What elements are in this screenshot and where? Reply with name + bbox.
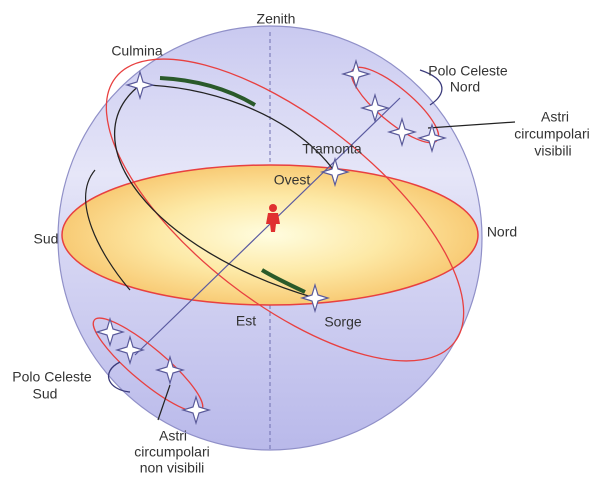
pointer-line [427,121,516,129]
pointer-line [157,384,171,421]
motion-arrow [260,268,306,294]
star-path-upper [139,84,336,173]
label: Astri [541,109,569,125]
label: Tramonta [302,141,362,157]
label: Zenith [257,11,296,27]
star-path-back [85,169,131,291]
label: Sud [33,386,58,402]
motion-arrow [159,76,257,107]
rotation-arrow [108,361,131,393]
celestial-axis [134,97,401,356]
label: Nord [450,79,480,95]
horizon-plane [61,164,479,306]
celestial-equator [105,58,465,362]
observer [266,204,280,232]
label: Nord [487,224,517,240]
label: circumpolari [134,444,209,460]
star-path [113,84,316,299]
rotation-arrow [419,69,443,106]
label: Est [236,313,256,329]
label: non visibili [140,460,205,476]
label: Polo Celeste [12,369,92,385]
label: circumpolari [514,126,589,142]
label: Culmina [111,43,163,59]
label: Sorge [324,314,362,330]
label: Sud [34,231,59,247]
label: visibili [534,143,571,159]
label: Ovest [274,172,311,188]
label: Astri [159,428,187,444]
label: Polo Celeste [428,63,508,79]
